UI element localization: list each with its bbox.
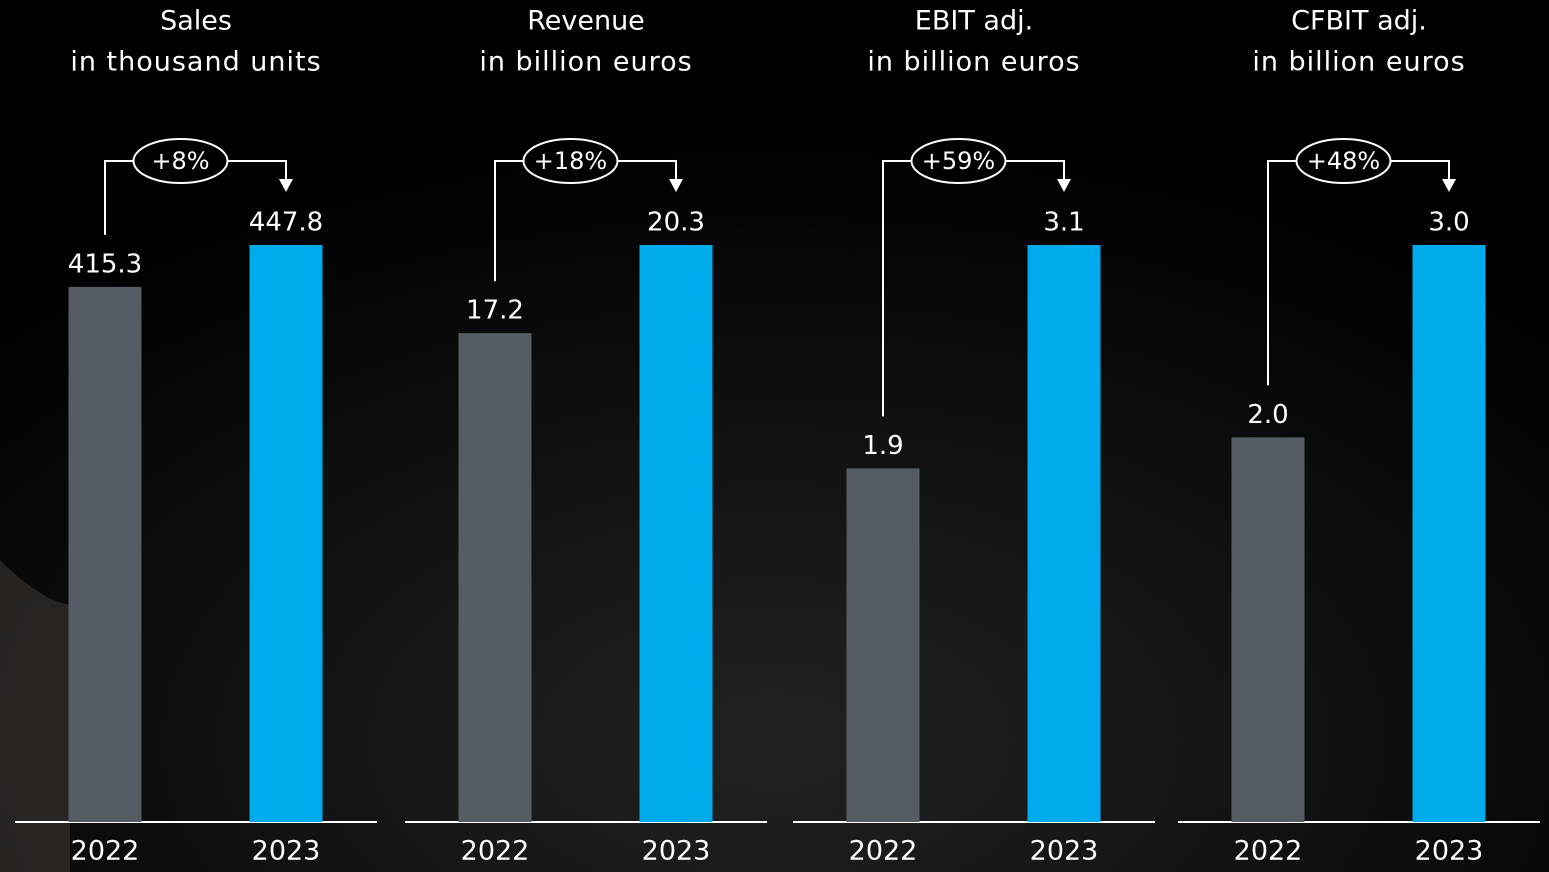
value-label: 447.8	[249, 208, 323, 238]
bar	[458, 333, 532, 822]
panel-title: Revenue	[527, 6, 645, 37]
panel-title: EBIT adj.	[915, 6, 1033, 37]
annotation: +59%	[922, 147, 995, 175]
bar	[68, 286, 142, 822]
annotation-bubble	[910, 138, 1007, 184]
bar	[1027, 245, 1101, 822]
annotation: +8%	[151, 147, 209, 175]
arrow-head	[279, 179, 293, 192]
background-shape	[0, 560, 70, 872]
value-label: 2.0	[1247, 400, 1288, 430]
bar	[1231, 437, 1305, 822]
annotation-bubble	[1295, 138, 1392, 184]
value-label: 415.3	[68, 249, 142, 279]
bar	[1412, 245, 1486, 822]
panel-subtitle: in billion euros	[479, 47, 692, 78]
arrow-head	[1057, 179, 1071, 192]
x-tick-label: 2022	[849, 836, 918, 867]
panel-title: Sales	[160, 6, 232, 37]
value-label: 3.0	[1428, 208, 1469, 238]
value-label: 3.1	[1043, 208, 1084, 238]
panel-subtitle: in billion euros	[867, 47, 1080, 78]
x-tick-label: 2023	[1415, 836, 1484, 867]
annotation-bubble	[522, 138, 619, 184]
arrow-head	[1442, 179, 1456, 192]
panel-subtitle: in thousand units	[70, 47, 321, 78]
annotation-bubble	[132, 138, 229, 184]
panel-title: CFBIT adj.	[1291, 6, 1427, 37]
value-label: 1.9	[862, 431, 903, 461]
annotation: +48%	[1307, 147, 1380, 175]
annotation: +18%	[534, 147, 607, 175]
x-tick-label: 2023	[252, 836, 321, 867]
x-tick-label: 2023	[642, 836, 711, 867]
x-tick-label: 2022	[461, 836, 530, 867]
arrow-head	[669, 179, 683, 192]
bar	[249, 245, 323, 822]
x-tick-label: 2023	[1030, 836, 1099, 867]
bar	[846, 468, 920, 822]
x-tick-label: 2022	[71, 836, 140, 867]
bar	[639, 245, 713, 822]
panel-subtitle: in billion euros	[1252, 47, 1465, 78]
value-label: 17.2	[466, 296, 524, 326]
x-tick-label: 2022	[1234, 836, 1303, 867]
value-label: 20.3	[647, 208, 705, 238]
